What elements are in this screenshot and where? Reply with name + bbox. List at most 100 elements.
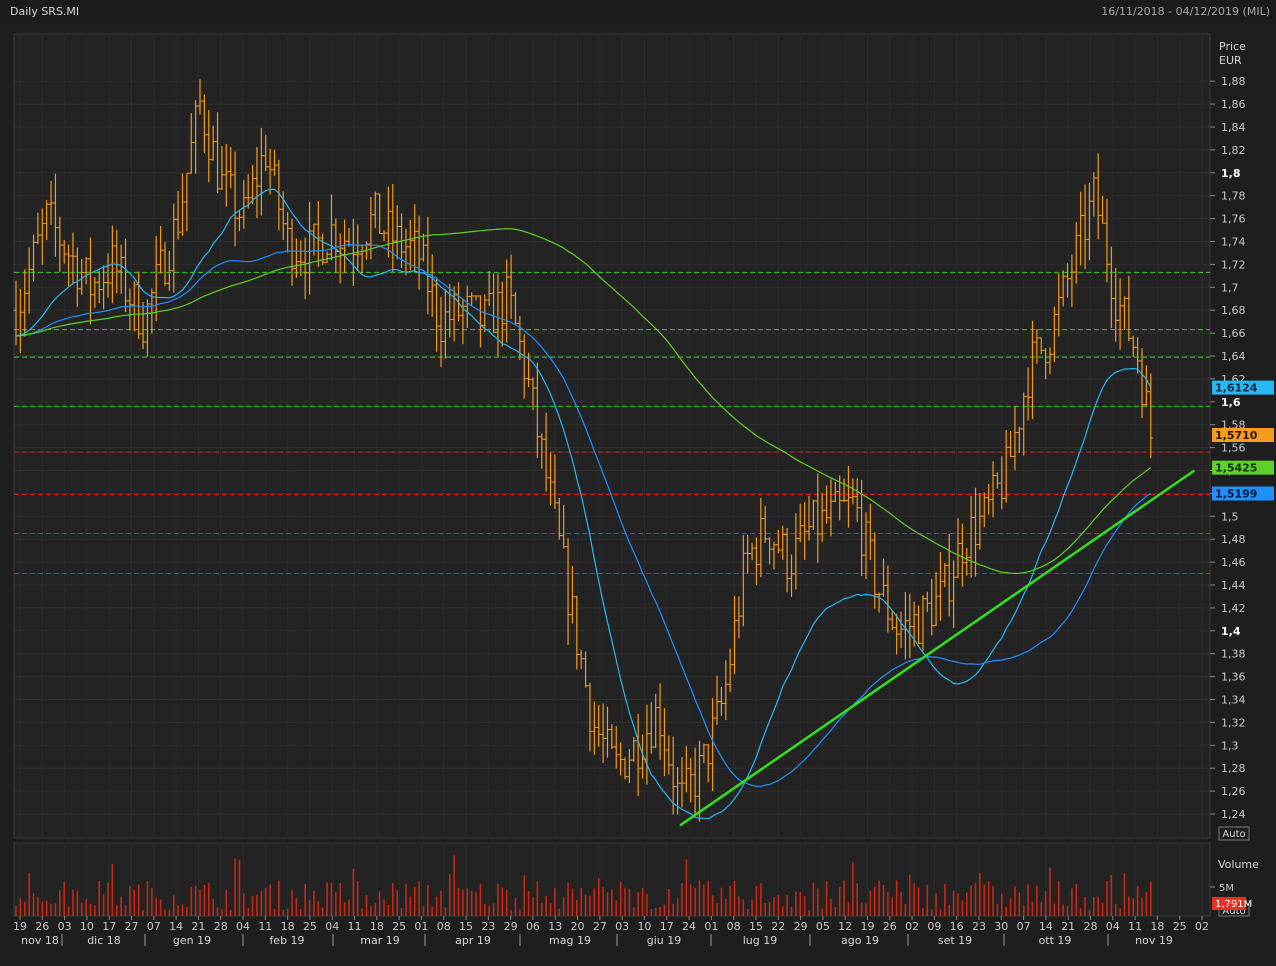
- month-label: set 19: [938, 934, 972, 947]
- day-label: 12: [838, 920, 852, 933]
- month-label: giu 19: [647, 934, 682, 947]
- day-label: 14: [169, 920, 183, 933]
- price-axis-unit: EUR: [1219, 54, 1242, 67]
- price-auto-button[interactable]: [1218, 826, 1250, 841]
- day-label: 18: [370, 920, 384, 933]
- ma-short-line: [15, 188, 1152, 820]
- day-label: 17: [102, 920, 116, 933]
- day-label: 11: [348, 920, 362, 933]
- month-label: apr 19: [455, 934, 491, 947]
- month-label: ago 19: [841, 934, 879, 947]
- date-range: 16/11/2018 - 04/12/2019 (MIL): [1101, 5, 1270, 18]
- ma-long-line: [15, 228, 1152, 575]
- volume-axis-title: Volume: [1218, 858, 1259, 871]
- price-tick-label: 1,44: [1221, 579, 1246, 592]
- day-label: 03: [615, 920, 629, 933]
- month-label: nov 19: [1135, 934, 1173, 947]
- ma-mid-line: [15, 243, 1152, 788]
- price-tick-label: 1,28: [1221, 762, 1246, 775]
- volume-last-tag: [1212, 897, 1246, 910]
- volume-bars: [15, 855, 1152, 916]
- price-tag-label: 1,5710: [1215, 429, 1258, 442]
- day-label: 04: [1106, 920, 1120, 933]
- day-label: 15: [459, 920, 473, 933]
- price-tick-label: 1,34: [1221, 694, 1246, 707]
- price-bars: [13, 79, 1154, 822]
- day-label: 09: [927, 920, 941, 933]
- month-label: lug 19: [743, 934, 778, 947]
- day-label: 25: [303, 920, 317, 933]
- price-tick-label: 1,64: [1221, 350, 1246, 363]
- price-tag: [1212, 486, 1274, 501]
- day-label: 11: [1128, 920, 1142, 933]
- day-label: 11: [258, 920, 272, 933]
- volume-tick-label: 5M: [1219, 883, 1234, 894]
- day-label: 08: [727, 920, 741, 933]
- day-label: 25: [1173, 920, 1187, 933]
- day-label: 03: [58, 920, 72, 933]
- price-tick-label: 1,8: [1221, 167, 1241, 180]
- day-label: 30: [994, 920, 1008, 933]
- grid-lines: [14, 34, 1210, 916]
- price-tag: [1212, 380, 1274, 395]
- price-tick-label: 1,32: [1221, 716, 1246, 729]
- day-label: 25: [392, 920, 406, 933]
- price-tick-label: 1,42: [1221, 602, 1246, 615]
- day-label: 05: [816, 920, 830, 933]
- price-tags: 1,6124 1,5710 1,5425 1,5199: [1212, 380, 1274, 501]
- price-auto-label: Auto: [1222, 829, 1245, 840]
- day-label: 24: [682, 920, 696, 933]
- price-tick-label: 1,48: [1221, 533, 1246, 546]
- day-label: 01: [704, 920, 718, 933]
- day-label: 29: [794, 920, 808, 933]
- price-tick-label: 1,86: [1221, 98, 1246, 111]
- price-tick-label: 1,66: [1221, 327, 1246, 340]
- month-label: mar 19: [360, 934, 399, 947]
- day-label: 02: [905, 920, 919, 933]
- price-tick-label: 1,3: [1221, 739, 1239, 752]
- day-label: 04: [236, 920, 250, 933]
- month-label: ott 19: [1039, 934, 1072, 947]
- price-tag-label: 1,5199: [1215, 488, 1257, 501]
- month-label: gen 19: [173, 934, 211, 947]
- price-axis-title: Price: [1219, 40, 1246, 53]
- price-tick-label: 1,72: [1221, 258, 1246, 271]
- price-tick-label: 1,46: [1221, 556, 1246, 569]
- day-label: 19: [860, 920, 874, 933]
- price-tick-label: 1,68: [1221, 304, 1246, 317]
- day-label: 08: [437, 920, 451, 933]
- day-label: 02: [1195, 920, 1209, 933]
- date-axis: 19 26 03 10 17 27 07 14 21 28 04 11 18 25 04 11 18 25 01 08…: [13, 916, 1209, 947]
- day-label: 13: [548, 920, 562, 933]
- support-trendline[interactable]: [679, 469, 1196, 827]
- day-label: 06: [526, 920, 540, 933]
- price-tick-label: 1,84: [1221, 121, 1246, 134]
- price-tag-label: 1,5425: [1215, 462, 1257, 475]
- price-tick-label: 1,24: [1221, 808, 1246, 821]
- price-tick-label: 1,26: [1221, 785, 1246, 798]
- price-tick-label: 1,36: [1221, 671, 1246, 684]
- price-tick-label: 1,7: [1221, 281, 1239, 294]
- day-label: 23: [481, 920, 495, 933]
- day-label: 23: [972, 920, 986, 933]
- volume-auto-label: Auto: [1222, 906, 1245, 917]
- day-label: 10: [637, 920, 651, 933]
- day-label: 21: [1061, 920, 1075, 933]
- day-label: 07: [147, 920, 161, 933]
- day-label: 01: [414, 920, 428, 933]
- day-label: 15: [749, 920, 763, 933]
- day-label: 29: [504, 920, 518, 933]
- day-label: 27: [593, 920, 607, 933]
- day-label: 20: [571, 920, 585, 933]
- day-label: 17: [660, 920, 674, 933]
- price-plot-area[interactable]: [13, 33, 1211, 839]
- moving-averages: [15, 188, 1152, 820]
- day-label: 14: [1039, 920, 1053, 933]
- price-tick-label: 1,74: [1221, 236, 1246, 249]
- volume-last-tag-label: 1,791M: [1215, 899, 1252, 910]
- price-tick-label: 1,4: [1221, 625, 1241, 638]
- price-tag-label: 1,6124: [1215, 382, 1258, 395]
- month-label: feb 19: [269, 934, 304, 947]
- day-label: 16: [950, 920, 964, 933]
